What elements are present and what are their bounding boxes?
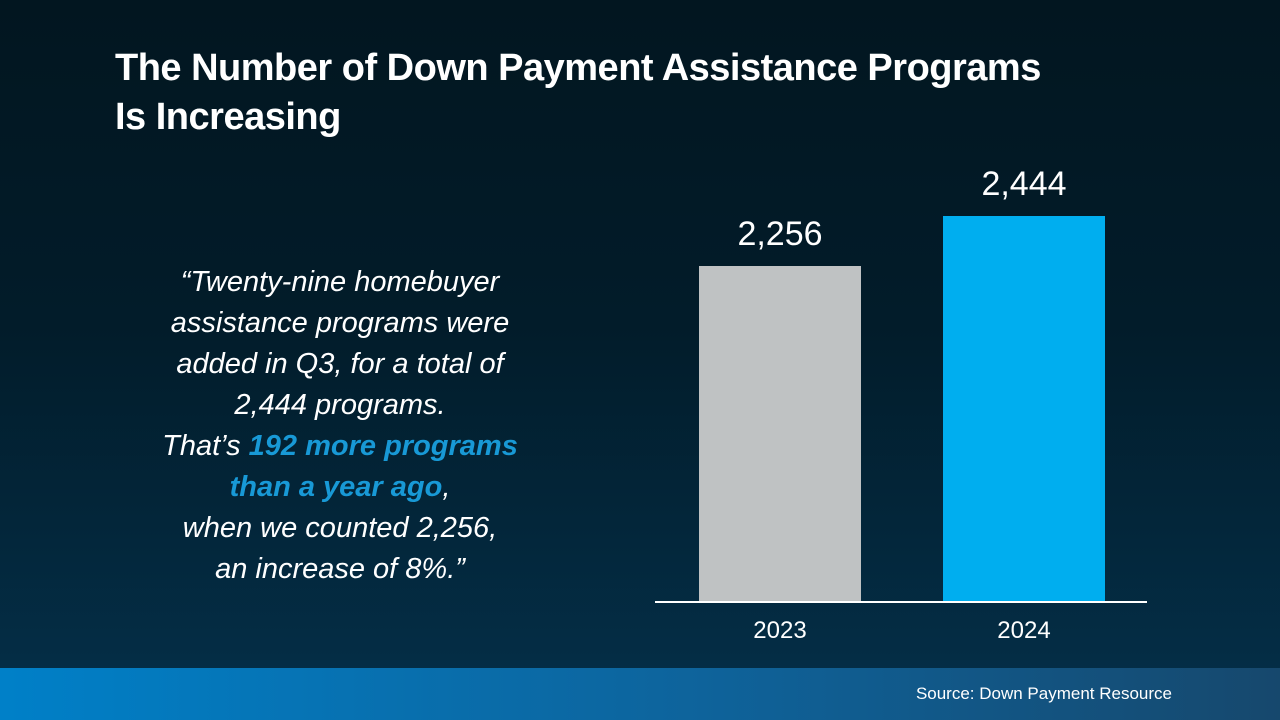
axis-label-2024: 2024 [997,617,1051,644]
quote-plain-text: , when we counted 2,256, an increase of … [182,471,498,585]
source-label: Source: Down Payment Resource [915,684,1172,703]
bar-chart: 2,256 2023 2,444 2024 [655,160,1147,660]
page-title: The Number of Down Payment Assistance Pr… [115,47,1041,138]
bar-2023 [699,266,861,601]
axis-label-2023: 2023 [753,617,807,644]
quote-text: “Twenty-nine homebuyer assistance progra… [100,262,580,590]
quote-highlight-text: 192 more programs than a year ago [229,430,518,503]
bar-value-label-2024: 2,444 [981,165,1067,203]
bar-2024 [943,216,1105,601]
quote-plain-text: “Twenty-nine homebuyer assistance progra… [162,266,510,462]
bar-value-label-2023: 2,256 [737,215,823,253]
footer-bar: Source: Down Payment Resource [0,668,1280,720]
x-axis-line [655,601,1147,603]
